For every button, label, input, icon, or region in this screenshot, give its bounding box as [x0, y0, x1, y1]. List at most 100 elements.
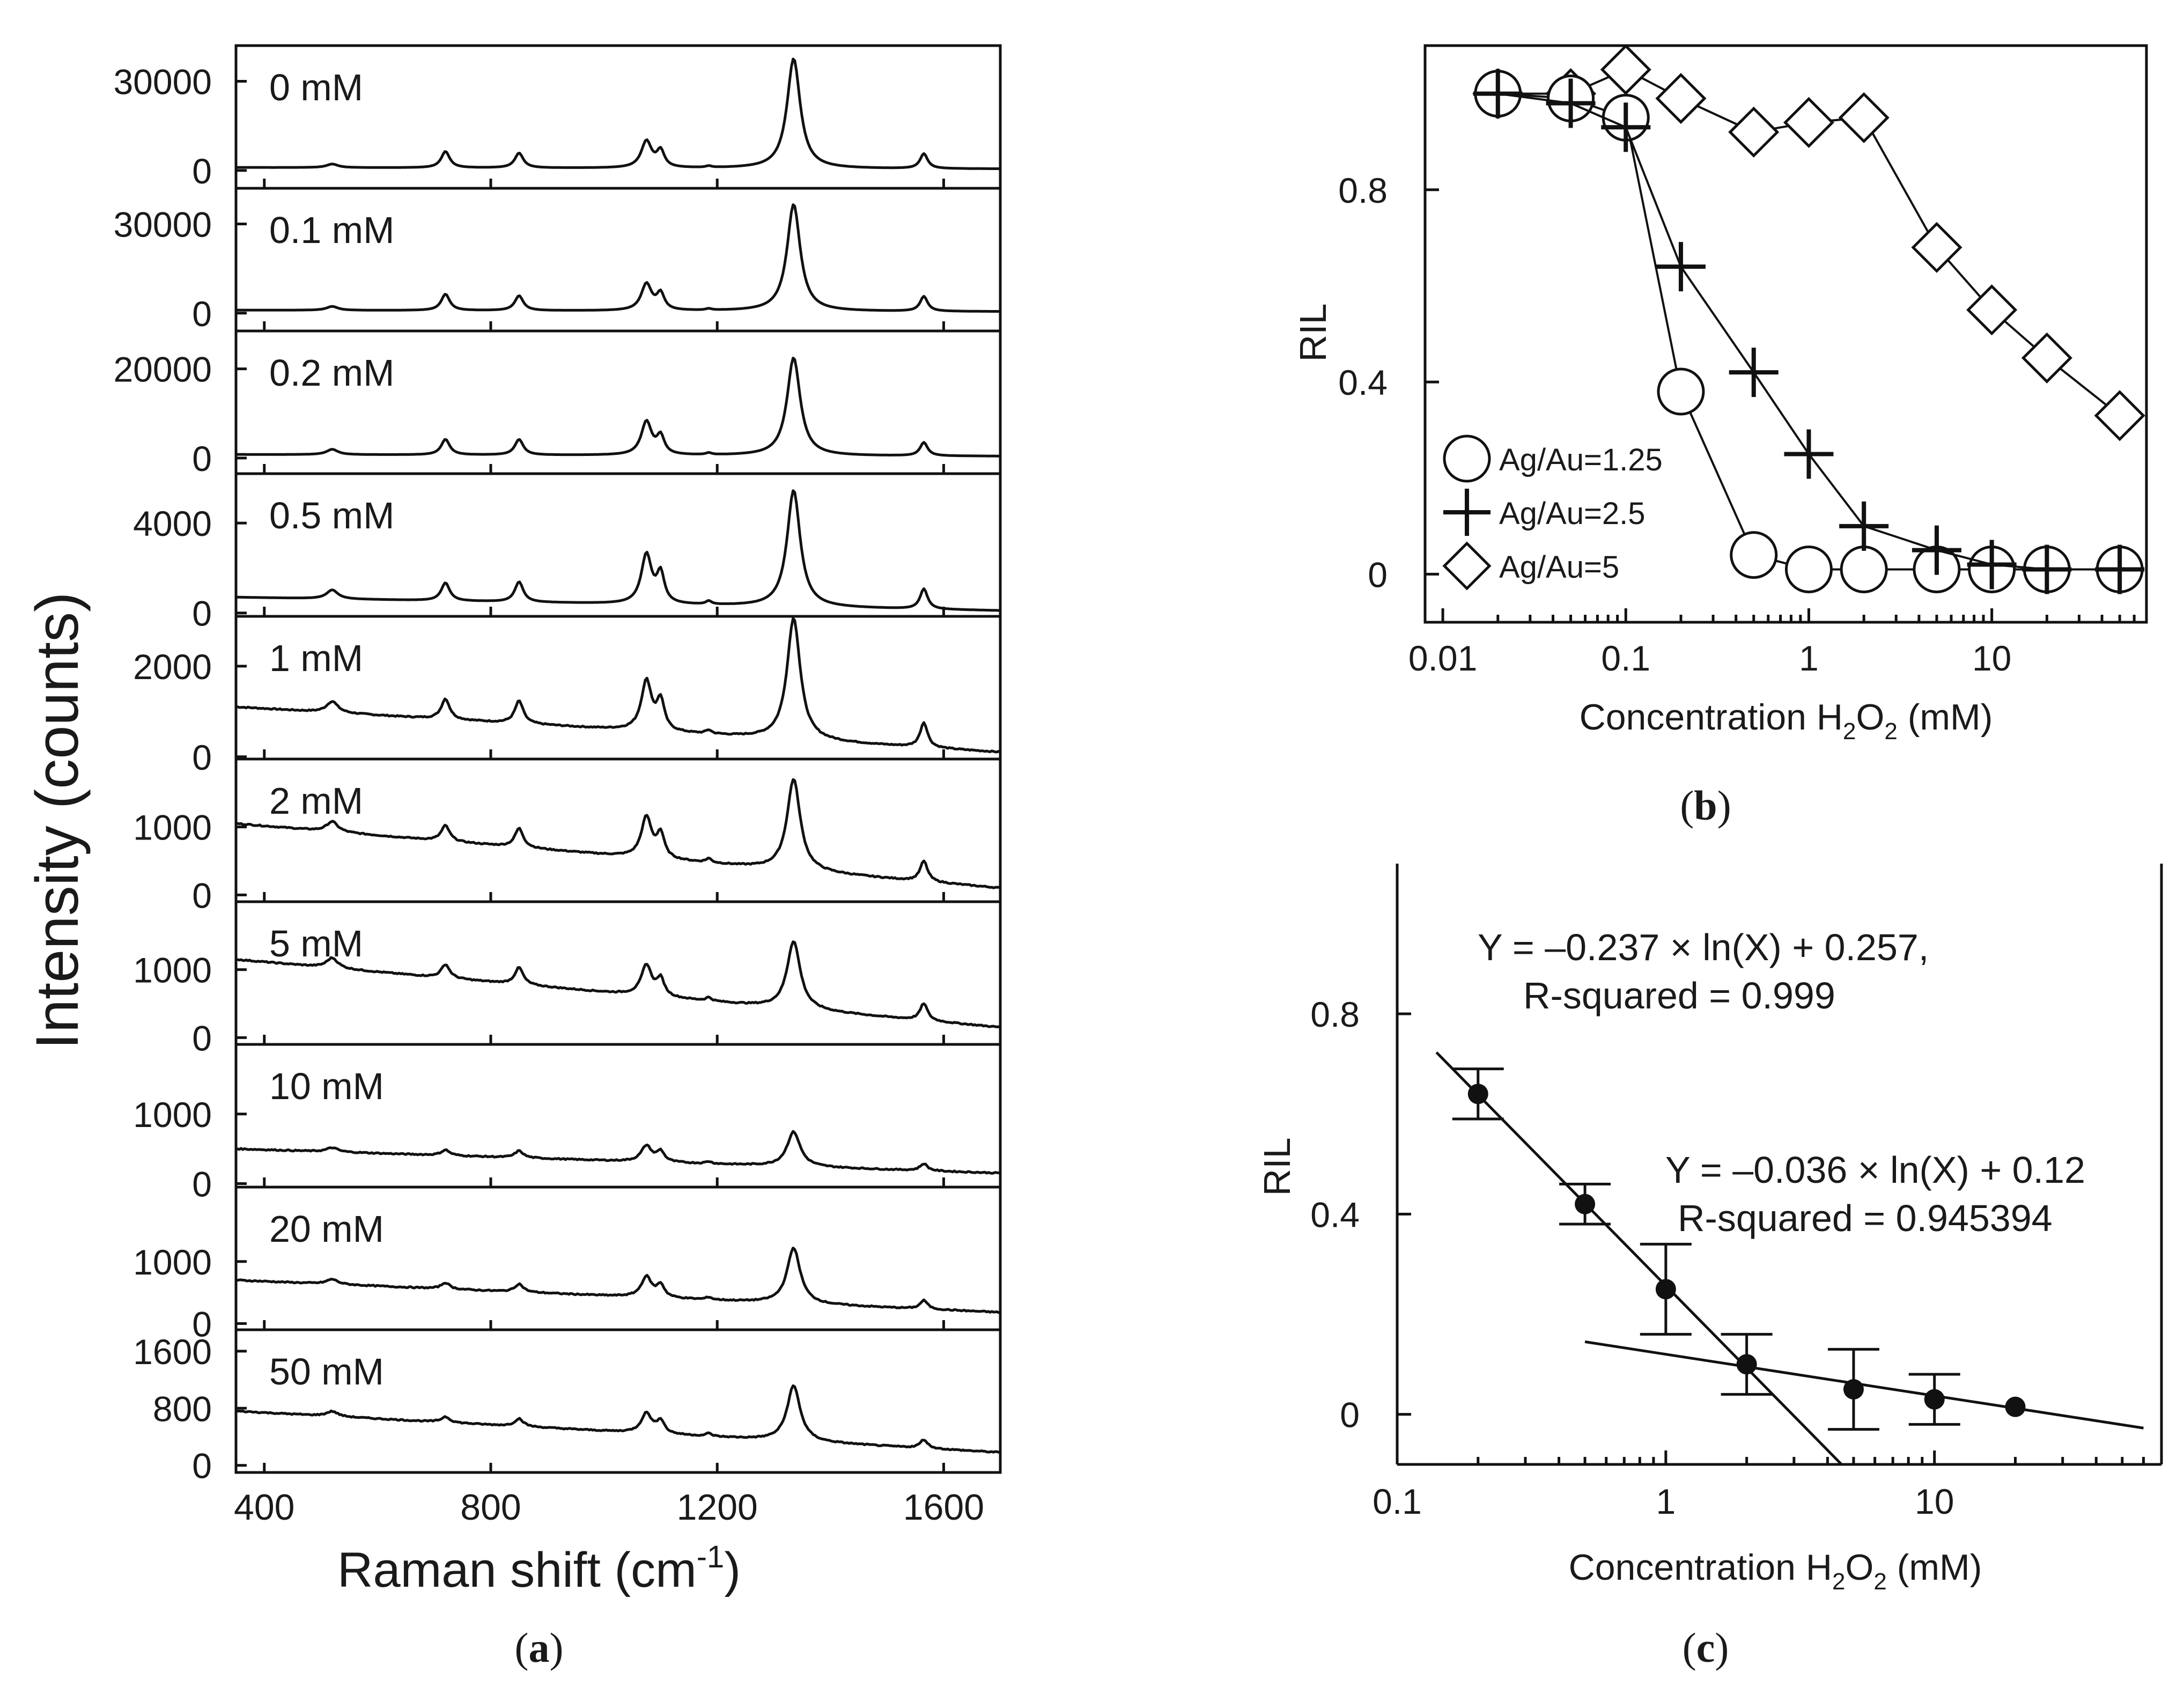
y-tick-label: 1600 [133, 1332, 212, 1372]
y-tick-label: 0.4 [1310, 1195, 1360, 1234]
diamond-marker [1442, 541, 1492, 591]
x-tick-label: 0.1 [1373, 1482, 1422, 1521]
point-marker [1655, 1279, 1676, 1300]
concentration-label: 0 mM [269, 67, 363, 108]
point-marker [2005, 1396, 2026, 1417]
raman-spectrum-line [235, 778, 1001, 889]
plus-marker [1443, 489, 1491, 536]
legend-label: Ag/Au=2.5 [1499, 496, 1646, 531]
plus-marker [1729, 348, 1779, 397]
fit-2-r-squared: R-squared = 0.945394 [1678, 1197, 2053, 1239]
spectrum-panel: 0 1000 10 mM [133, 1043, 1002, 1204]
legend-label: Ag/Au=1.25 [1499, 443, 1663, 477]
circle-marker [1443, 434, 1491, 483]
x-tick-label: 0.1 [1601, 638, 1650, 678]
panel-a-xlabel: Raman shift (cm-1) [337, 1540, 741, 1597]
circle-marker [1840, 545, 1888, 593]
y-tick-label: 0 [192, 594, 212, 634]
diamond-marker [1600, 44, 1651, 95]
y-tick-label: 0 [192, 875, 212, 915]
plus-marker [1473, 69, 1523, 119]
diamond-marker [2094, 390, 2145, 441]
x-tick-label: 10 [1915, 1482, 1954, 1521]
diamond-marker [1655, 73, 1707, 124]
plus-marker [2095, 544, 2145, 594]
panel-a-x-ticks: 400 800 1200 1600 [234, 1487, 984, 1528]
data-point [1640, 1242, 1692, 1336]
diamond-marker [1966, 284, 2018, 336]
x-tick-label: 10 [1972, 638, 2011, 678]
y-tick-label: 1000 [133, 808, 212, 848]
series-plus [1473, 69, 2145, 594]
x-tick-label: 1200 [677, 1487, 758, 1528]
point-marker [1467, 1084, 1488, 1104]
concentration-label: 0.1 mM [269, 209, 394, 251]
plus-marker [1839, 501, 1889, 551]
legend-entry: Ag/Au=5 [1442, 541, 1619, 591]
panel-c-xlabel: Concentration H2O2 (mM) [1569, 1547, 1982, 1595]
fit-2-equation: Y = –0.036 × ln(X) + 0.12 [1665, 1149, 2085, 1191]
diamond-marker [1728, 106, 1780, 158]
y-tick-label: 0 [192, 439, 212, 478]
concentration-label: 20 mM [269, 1208, 384, 1250]
concentration-label: 1 mM [269, 637, 363, 679]
y-tick-label: 0 [1368, 555, 1388, 594]
y-tick-label: 0 [192, 1018, 212, 1058]
concentration-label: 0.5 mM [269, 495, 394, 536]
x-tick-label: 800 [460, 1487, 521, 1528]
fit-line [1435, 1051, 1842, 1465]
fit-1-equation: Y = –0.237 × ln(X) + 0.257, [1478, 926, 1929, 968]
y-tick-label: 1000 [133, 1095, 212, 1135]
y-tick-label: 800 [153, 1389, 212, 1428]
panel-c-ylabel: RIL [1256, 1138, 1298, 1196]
panel-b-frame [1423, 44, 2148, 624]
x-tick-label: 1 [1799, 638, 1819, 678]
plus-marker [1967, 540, 2017, 590]
y-tick-label: 0 [192, 1446, 212, 1486]
legend-entry: Ag/Au=1.25 [1443, 434, 1663, 483]
data-point [2005, 1396, 2026, 1417]
x-tick-label: 1600 [903, 1487, 984, 1528]
spectrum-panel-frame [234, 1328, 1002, 1474]
y-tick-label: 20000 [113, 350, 212, 389]
fit-line [1584, 1340, 2144, 1430]
point-marker [1843, 1379, 1864, 1400]
diamond-marker [2021, 332, 2072, 384]
y-tick-label: 0 [192, 294, 212, 334]
y-tick-label: 4000 [133, 504, 212, 543]
fit-1-r-squared: R-squared = 0.999 [1523, 975, 1835, 1017]
concentration-label: 0.2 mM [269, 352, 394, 394]
legend-entry: Ag/Au=2.5 [1443, 489, 1646, 536]
y-tick-label: 0.4 [1338, 363, 1388, 402]
circle-marker [1657, 367, 1705, 416]
plus-marker [1912, 525, 1961, 575]
panel-c-axis-ticks: 0.1 1 10 0 0.4 0.8 [1310, 995, 2145, 1521]
point-marker [1924, 1389, 1945, 1410]
data-point [1827, 1347, 1879, 1431]
concentration-label: 10 mM [269, 1065, 384, 1107]
spectrum-panel: 0 4000 0.5 mM [133, 472, 1002, 634]
raman-spectrum-line [235, 489, 1000, 612]
y-tick-label: 0 [1340, 1395, 1360, 1435]
panel-b-axis-ticks: 0.01 0.1 1 10 0 0.4 0.8 [1338, 171, 2136, 678]
spectrum-panel: 0 30000 0.1 mM [113, 187, 1002, 334]
panel-b-series [1472, 44, 2145, 594]
y-tick-label: 0 [192, 738, 212, 777]
x-tick-label: 0.01 [1408, 638, 1477, 678]
raman-spectrum-line [236, 357, 1000, 458]
spectrum-panel: 0 1000 5 mM [133, 900, 1002, 1058]
y-tick-label: 0 [192, 1304, 212, 1344]
data-point [1452, 1067, 1504, 1121]
circle-marker [1730, 531, 1778, 579]
y-tick-label: 30000 [113, 205, 212, 245]
diamond-marker [1838, 92, 1890, 143]
panel-c-points [1452, 1067, 2026, 1431]
panel-c-calibration: 0.1 1 10 0 0.4 0.8 Y = –0.237 × ln(X) + 0.257… [1256, 864, 2163, 1671]
y-tick-label: 30000 [113, 62, 212, 102]
panel-c-caption: (c) [1683, 1624, 1729, 1671]
panel-b-xlabel: Concentration H2O2 (mM) [1580, 697, 1993, 745]
data-point [1559, 1182, 1611, 1226]
y-tick-label: 0.8 [1338, 171, 1388, 210]
